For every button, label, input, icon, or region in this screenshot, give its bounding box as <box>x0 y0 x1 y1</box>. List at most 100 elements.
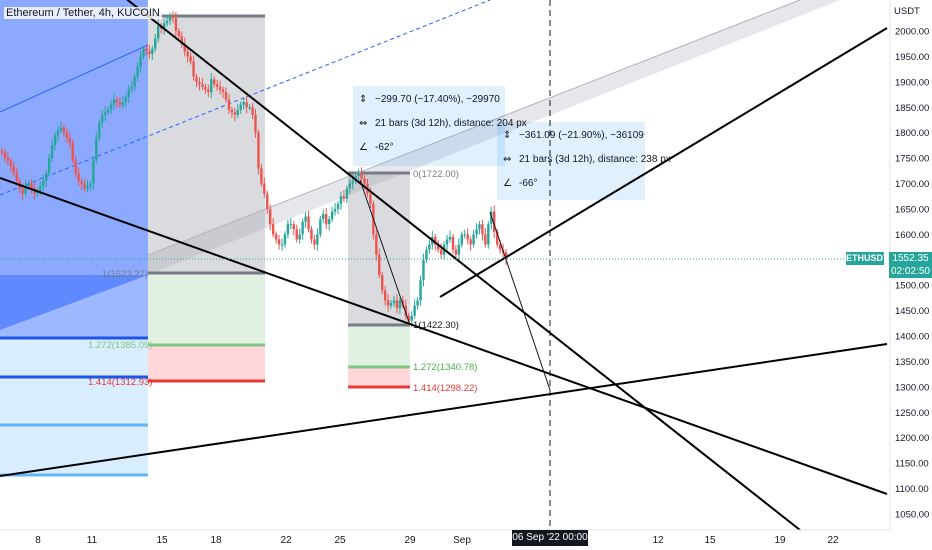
time-tick-label: Sep <box>453 535 471 546</box>
trendline-ascending-long[interactable] <box>0 343 888 477</box>
fib-red-zone-right <box>348 367 410 387</box>
candle-body <box>136 66 139 77</box>
candle-body <box>30 183 33 189</box>
candle-body <box>45 173 48 181</box>
price-tick-label: 1650.00 <box>895 204 929 215</box>
candle-body <box>74 160 77 174</box>
last-price-tag: 1552.35 02:02:50 <box>889 252 932 278</box>
candle-body <box>242 102 245 105</box>
trendline-descending-2[interactable] <box>0 177 888 495</box>
candle-body <box>498 244 502 250</box>
candle-body <box>316 234 319 245</box>
time-tick-label: 19 <box>774 535 786 546</box>
price-tick-label: 1800.00 <box>895 128 929 139</box>
candle-body <box>192 61 195 77</box>
price-range-icon: ⇕ <box>359 94 368 105</box>
candle-body <box>36 191 39 194</box>
candle-body <box>487 224 490 245</box>
candle-body <box>481 224 484 235</box>
measure-diagonal-1 <box>359 179 411 326</box>
candle-body <box>204 86 207 90</box>
candle-body <box>419 280 422 301</box>
candle-body <box>180 36 183 44</box>
time-tick-label: 22 <box>827 535 839 546</box>
candle-body <box>413 305 416 316</box>
candle-body <box>133 76 136 87</box>
gray-box-1 <box>148 16 265 273</box>
price-tick-label: 1150.00 <box>895 459 929 470</box>
candle-body <box>92 160 95 184</box>
price-tick-label: 1900.00 <box>895 77 929 88</box>
candle-body <box>389 303 393 306</box>
time-tick-label: 25 <box>334 535 346 546</box>
time-tick-label: 18 <box>210 535 222 546</box>
candle-body <box>83 183 86 189</box>
blue-channel-fill <box>0 18 148 330</box>
measure-box-1[interactable]: ⇕ −299.70 (−17.40%), −29970 ⇔ 21 bars (3d … <box>353 86 527 166</box>
time-tick-label: 15 <box>156 535 168 546</box>
candle-body <box>383 290 387 301</box>
trendline-descending-1[interactable] <box>115 0 801 531</box>
candle-body <box>189 56 192 62</box>
candle-body <box>127 89 130 98</box>
candle-body <box>422 259 425 281</box>
candle-body <box>463 234 466 236</box>
candle-body <box>495 231 499 245</box>
candle-body <box>484 234 487 245</box>
candle-body <box>0 150 4 154</box>
candle-body <box>207 89 210 93</box>
candle-body <box>157 25 160 39</box>
candle-body <box>263 183 266 194</box>
currency-label: USDT <box>894 6 920 17</box>
candle-body <box>233 112 237 115</box>
candle-body <box>251 107 254 115</box>
time-axis-bg <box>0 530 932 550</box>
candle-body <box>71 142 74 161</box>
candle-body <box>354 175 357 181</box>
candle-body <box>434 236 437 245</box>
candle-body <box>121 102 125 105</box>
candle-body <box>59 127 63 131</box>
candle-body <box>307 216 310 230</box>
candle-body <box>248 107 251 109</box>
measure-box-2[interactable]: ⇕ −361.09 (−21.90%), −36109 ⇔ 21 bars (3d … <box>497 122 671 200</box>
candle-body <box>363 178 366 184</box>
time-axis-ticks: 8 11 15 18 22 25 29 Sep 12 15 19 22 <box>35 535 839 546</box>
candle-body <box>289 224 293 226</box>
fib-label-right-1414: 1.414(1298.22) <box>413 383 477 394</box>
measure-diagonal-2 <box>489 211 551 391</box>
channel-midline-dashed[interactable] <box>0 0 491 196</box>
trendline-ascending-short[interactable] <box>439 27 888 298</box>
candle-body <box>162 23 166 29</box>
candle-body <box>106 109 110 113</box>
candle-body <box>39 186 42 192</box>
candle-body <box>416 300 419 306</box>
candle-body <box>109 104 113 110</box>
candle-body <box>295 229 298 240</box>
candle-body <box>360 173 363 179</box>
candle-body <box>301 221 304 235</box>
price-axis-ticks: 2000.00 1950.00 1900.00 1850.00 1800.00 1750.… <box>895 27 929 521</box>
candle-body <box>386 300 390 306</box>
candle-body <box>493 211 496 232</box>
candle-body <box>378 254 381 276</box>
candle-body <box>21 188 24 194</box>
time-tick-label: 15 <box>704 535 716 546</box>
price-tick-label: 1850.00 <box>895 103 929 114</box>
candle-body <box>410 315 413 321</box>
candle-body <box>269 208 272 225</box>
price-tick-label: 1350.00 <box>895 357 929 368</box>
candle-body <box>254 114 257 133</box>
candle-body <box>277 239 281 245</box>
candle-body <box>245 102 248 108</box>
crosshair-date-tag: 06 Sep '22 00:00 <box>512 530 588 546</box>
candle-body <box>3 153 7 159</box>
candle-body <box>98 122 101 138</box>
candle-body <box>224 92 228 100</box>
price-tick-label: 1300.00 <box>895 382 929 393</box>
candle-body <box>333 208 337 212</box>
gray-channel-band <box>148 0 840 275</box>
price-tick-label: 1450.00 <box>895 306 929 317</box>
candle-body <box>210 79 213 93</box>
